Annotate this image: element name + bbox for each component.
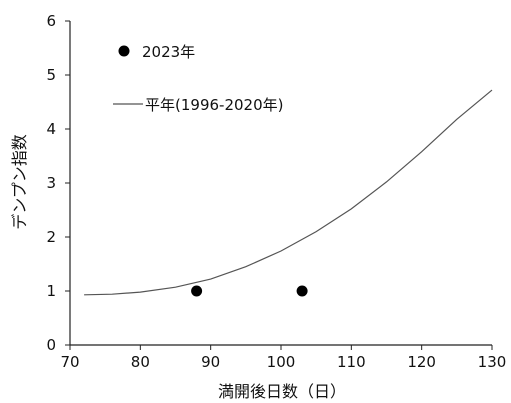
x-ticks: 70 80 90 100 110 120 130 xyxy=(60,345,506,371)
x-axis-title: 満開後日数（日） xyxy=(218,382,346,401)
y-tick-label: 4 xyxy=(46,120,56,138)
legend-label-normal-year: 平年(1996-2020年) xyxy=(145,96,283,114)
y-tick-label: 3 xyxy=(46,174,56,192)
data-point-2023 xyxy=(191,285,203,297)
legend: 2023年 平年(1996-2020年) xyxy=(113,43,283,114)
y-axis-title: デンプン指数 xyxy=(10,134,29,230)
y-tick-label: 2 xyxy=(46,228,56,246)
x-tick-label: 130 xyxy=(478,353,507,371)
x-tick-label: 80 xyxy=(131,353,150,371)
legend-marker-2023 xyxy=(118,45,130,57)
x-tick-label: 70 xyxy=(60,353,79,371)
x-tick-label: 110 xyxy=(337,353,366,371)
x-tick-label: 90 xyxy=(201,353,220,371)
normal-year-curve xyxy=(84,89,493,296)
legend-label-2023: 2023年 xyxy=(142,43,195,61)
axes xyxy=(69,21,492,346)
y-tick-label: 6 xyxy=(46,12,56,30)
y-tick-label: 0 xyxy=(46,336,56,354)
y-tick-label: 5 xyxy=(46,66,56,84)
series-points-group xyxy=(191,285,308,297)
x-tick-label: 120 xyxy=(407,353,436,371)
y-tick-label: 1 xyxy=(46,282,56,300)
y-ticks: 0 1 2 3 4 5 6 xyxy=(46,12,70,354)
data-point-2023 xyxy=(296,285,308,297)
x-tick-label: 100 xyxy=(267,353,296,371)
series-line-group xyxy=(84,89,493,296)
